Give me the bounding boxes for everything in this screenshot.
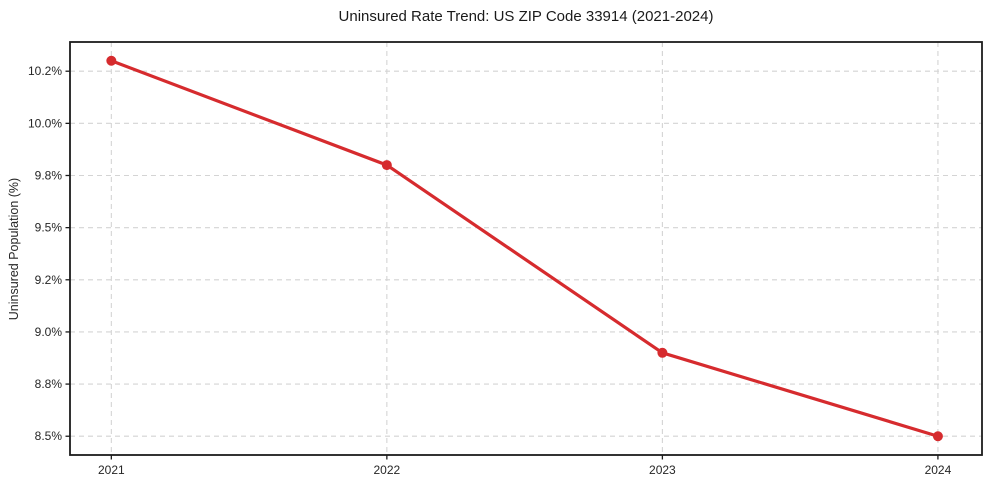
trend-line: [109, 59, 940, 438]
y-tick-label: 8.5%: [35, 429, 63, 443]
x-tick-label: 2021: [98, 463, 125, 477]
x-tick-label: 2023: [649, 463, 676, 477]
plot-border: [69, 41, 983, 456]
data-point-marker: [657, 347, 668, 358]
y-tick-label: 9.5%: [35, 221, 63, 235]
y-tick-label: 10.0%: [28, 116, 62, 130]
y-tick-label: 10.2%: [28, 64, 62, 78]
y-tick-label: 9.8%: [35, 168, 63, 182]
y-tick-label: 9.2%: [35, 273, 63, 287]
x-tick-label: 2022: [374, 463, 401, 477]
data-point-marker: [106, 55, 117, 66]
data-point-marker: [932, 431, 943, 442]
chart-title: Uninsured Rate Trend: US ZIP Code 33914 …: [338, 8, 714, 25]
y-tick-label: 8.8%: [35, 377, 63, 391]
y-tick-label: 9.0%: [35, 325, 63, 339]
x-tick-label: 2024: [925, 463, 952, 477]
data-point-marker: [381, 160, 392, 171]
